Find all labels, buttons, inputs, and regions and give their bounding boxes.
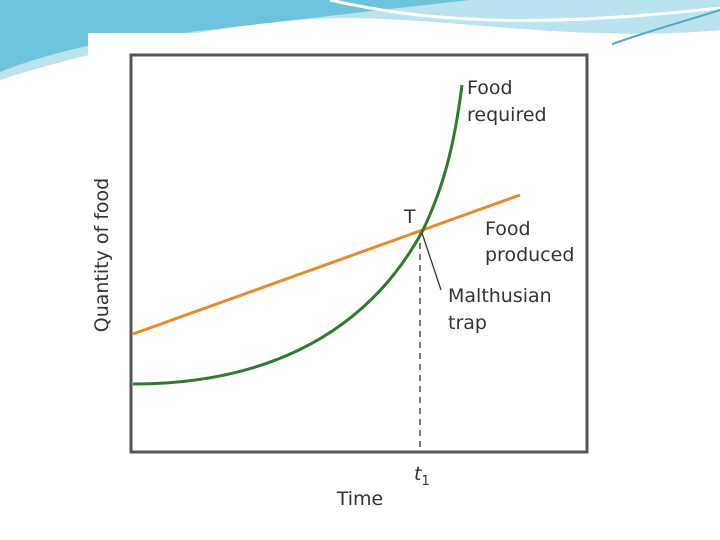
annotation: Malthusian (448, 285, 552, 307)
curve-label: Food (467, 77, 513, 99)
curve-label: required (467, 104, 547, 126)
time-marker-symbol: t (414, 463, 423, 485)
annotation: trap (448, 312, 487, 334)
food-produced-line (132, 193, 521, 336)
plot-frame (129, 53, 589, 454)
time-marker-label: t1 (414, 463, 430, 489)
time-marker-subscript: 1 (421, 474, 429, 489)
curve-label: Food (485, 218, 531, 240)
header-swoosh (329, 0, 720, 22)
annotation-leader (421, 232, 442, 291)
x-axis-label: Time (336, 488, 384, 510)
header-swoosh (609, 9, 720, 46)
y-axis-label: Quantity of food (91, 178, 113, 333)
header-swoosh (0, 0, 470, 72)
food-required-curve (132, 84, 464, 386)
curve-label: produced (485, 244, 574, 266)
intersection-label: T (403, 206, 416, 228)
